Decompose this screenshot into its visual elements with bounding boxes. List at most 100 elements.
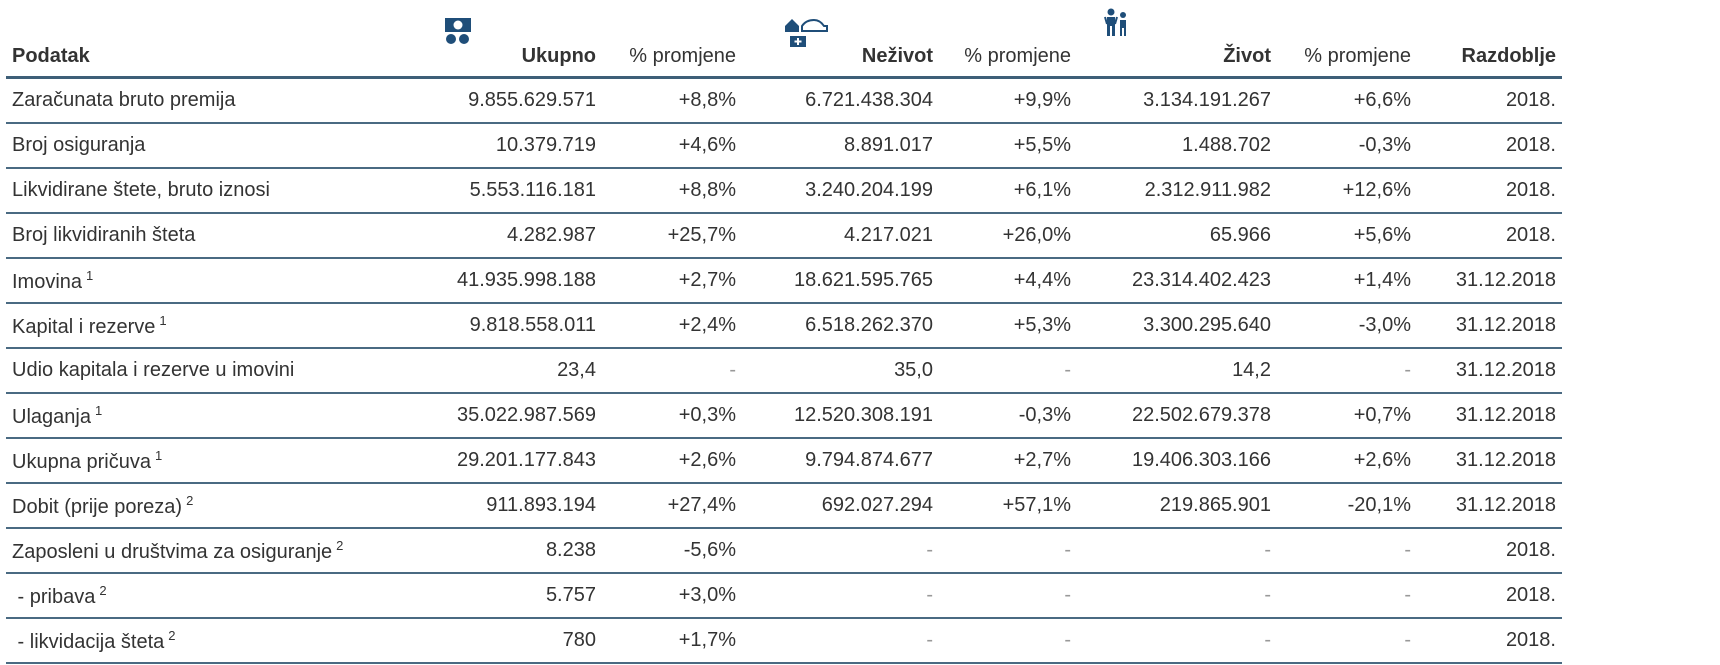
value-cell: 31.12.2018 [1417, 483, 1562, 529]
value-cell: 19.406.303.166 [1077, 438, 1277, 484]
header-cell: % promjene [602, 0, 742, 79]
value-cell: 2018. [1417, 573, 1562, 619]
row-label-cell: Broj osiguranja [6, 123, 402, 169]
value-cell: 6.721.438.304 [742, 77, 939, 124]
value-cell: 65.966 [1077, 213, 1277, 259]
row-label-cell: Likvidirane štete, bruto iznosi [6, 168, 402, 214]
value-cell: 22.502.679.378 [1077, 393, 1277, 439]
value-cell: +5,5% [939, 123, 1077, 169]
table-row: Broj likvidiranih šteta 4.282.987 +25,7% 4.… [6, 213, 1562, 259]
row-label-cell: - pribava 2 [6, 573, 402, 619]
header-cell: Neživot [742, 0, 939, 79]
footnote-marker: 1 [94, 402, 103, 418]
row-label-cell: Ukupna pričuva 1 [6, 438, 402, 484]
row-label: Dobit (prije poreza) [12, 495, 183, 518]
table-row: Imovina 1 41.935.998.188 +2,7% 18.621.595.76… [6, 258, 1562, 304]
table-row: - pribava 2 5.757 +3,0% - - - -2018. [6, 573, 1562, 619]
value-cell: 8.238 [402, 528, 602, 574]
value-cell: 3.134.191.267 [1077, 77, 1277, 124]
row-label: Ulaganja [12, 405, 91, 428]
value-cell: -20,1% [1277, 483, 1417, 529]
value-cell: 18.621.595.765 [742, 258, 939, 304]
value-cell: 4.217.021 [742, 213, 939, 259]
table-row: Kapital i rezerve 1 9.818.558.011 +2,4% 6.51… [6, 303, 1562, 349]
header-cell: % promjene [1277, 0, 1417, 79]
value-cell: +26,0% [939, 213, 1077, 259]
row-label-cell: Dobit (prije poreza) 2 [6, 483, 402, 529]
table-row: Likvidirane štete, bruto iznosi 5.553.116… [6, 168, 1562, 214]
footnote-marker: 1 [154, 447, 163, 463]
value-cell: 2018. [1417, 213, 1562, 259]
row-label: Kapital i rezerve [12, 315, 156, 338]
row-label: Zaračunata bruto premija [12, 89, 236, 111]
header-cell: % promjene [939, 0, 1077, 79]
value-cell: +0,7% [1277, 393, 1417, 439]
value-cell: 5.757 [402, 573, 602, 619]
value-cell: 780 [402, 618, 602, 664]
value-cell: +0,3% [602, 393, 742, 439]
footnote-marker: 1 [86, 267, 94, 283]
value-cell: +6,1% [939, 168, 1077, 214]
value-cell: 2018. [1417, 528, 1562, 574]
value-cell: 35,0 [742, 348, 939, 394]
value-cell: +12,6% [1277, 168, 1417, 214]
row-label: Broj likvidiranih šteta [12, 224, 196, 246]
value-cell: +1,4% [1277, 258, 1417, 304]
value-cell: +8,8% [602, 77, 742, 124]
value-cell: -0,3% [939, 393, 1077, 439]
header-cell: Ukupno [402, 0, 602, 79]
row-label-cell: Ulaganja 1 [6, 393, 402, 439]
value-cell: +2,4% [602, 303, 742, 349]
value-cell: -0,3% [1277, 123, 1417, 169]
value-cell: 2018. [1417, 123, 1562, 169]
table-row: Zaposleni u društvima za osiguranje 2 8.23… [6, 528, 1562, 574]
value-cell: 10.379.719 [402, 123, 602, 169]
row-label-cell: Zaračunata bruto premija [6, 77, 402, 124]
footnote-marker: 2 [99, 582, 107, 598]
footnote-marker: 2 [186, 492, 194, 508]
row-label: Imovina [12, 270, 83, 293]
value-cell: 911.893.194 [402, 483, 602, 529]
value-cell: 41.935.998.188 [402, 258, 602, 304]
value-cell: 8.891.017 [742, 123, 939, 169]
value-cell: 6.518.262.370 [742, 303, 939, 349]
value-cell: 31.12.2018 [1417, 393, 1562, 439]
value-cell: 3.300.295.640 [1077, 303, 1277, 349]
value-cell: 9.818.558.011 [402, 303, 602, 349]
value-cell: -5,6% [602, 528, 742, 574]
header-cell: Život [1077, 0, 1277, 79]
value-cell: 4.282.987 [402, 213, 602, 259]
value-cell: - [602, 348, 742, 394]
table-row: Ulaganja 1 35.022.987.569 +0,3% 12.520.308.1… [6, 393, 1562, 439]
row-label-cell: Kapital i rezerve 1 [6, 303, 402, 349]
value-cell: 2018. [1417, 618, 1562, 664]
value-cell: +5,6% [1277, 213, 1417, 259]
table-row: Zaračunata bruto premija 9.855.629.571 +8,… [6, 77, 1562, 124]
value-cell: 35.022.987.569 [402, 393, 602, 439]
value-cell: 31.12.2018 [1417, 438, 1562, 484]
value-cell: 23.314.402.423 [1077, 258, 1277, 304]
value-cell: - [939, 618, 1077, 664]
value-cell: 12.520.308.191 [742, 393, 939, 439]
value-cell: 31.12.2018 [1417, 258, 1562, 304]
row-label: Zaposleni u društvima za osiguranje [12, 540, 333, 563]
value-cell: +8,8% [602, 168, 742, 214]
value-cell: 23,4 [402, 348, 602, 394]
row-label: Udio kapitala i rezerve u imovini [12, 359, 295, 381]
footnote-marker: 2 [168, 627, 176, 643]
row-label-cell: Udio kapitala i rezerve u imovini [6, 348, 402, 394]
data-table: Podatak Ukupno% promjene Neživot% promjene… [6, 0, 1562, 664]
value-cell: 692.027.294 [742, 483, 939, 529]
value-cell: - [1077, 618, 1277, 664]
value-cell: - [939, 348, 1077, 394]
row-label: - pribava [12, 585, 96, 608]
value-cell: 31.12.2018 [1417, 348, 1562, 394]
footnote-marker: 2 [336, 537, 344, 553]
row-label-cell: - likvidacija šteta 2 [6, 618, 402, 664]
value-cell: 14,2 [1077, 348, 1277, 394]
value-cell: +1,7% [602, 618, 742, 664]
value-cell: +2,7% [602, 258, 742, 304]
table-row: Udio kapitala i rezerve u imovini 23,4-35… [6, 348, 1562, 394]
value-cell: - [939, 528, 1077, 574]
